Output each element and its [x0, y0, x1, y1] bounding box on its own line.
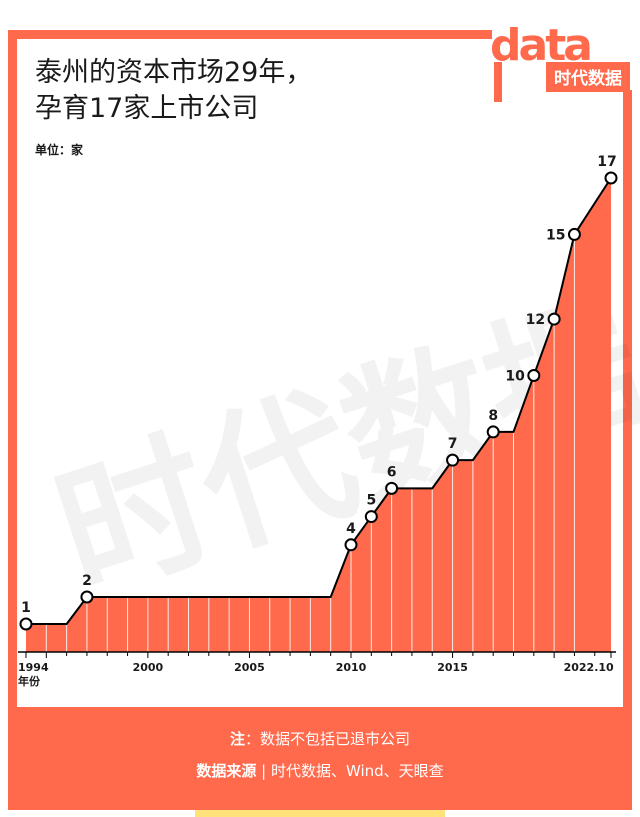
data-point: [527, 369, 541, 382]
data-label: 7: [448, 436, 458, 452]
series-line: [26, 177, 612, 625]
x-axis-label: 年份: [18, 674, 41, 688]
data-label: 6: [387, 464, 397, 480]
x-tick-label: 1994: [18, 661, 49, 674]
data-point: [19, 617, 33, 631]
footnote-text: ：数据不包括已退市公司: [245, 730, 411, 748]
logo: data 时代数据: [490, 20, 630, 102]
footer-stripe: [195, 810, 445, 817]
data-source: 数据来源 | 时代数据、Wind、天眼查: [0, 760, 640, 781]
frame-left-border: [8, 30, 17, 730]
data-label: 1: [21, 600, 31, 616]
data-point: [604, 171, 618, 185]
data-point: [446, 453, 460, 467]
data-point: [364, 510, 378, 524]
frame-top-border: [8, 30, 492, 39]
frame-right-border: [623, 90, 632, 730]
data-point: [80, 590, 94, 604]
data-point: [344, 538, 358, 552]
footnote: 注：数据不包括已退市公司: [0, 728, 640, 749]
source-label: 数据来源: [196, 762, 257, 780]
data-label: 5: [366, 493, 376, 509]
data-label: 4: [346, 521, 356, 537]
data-label: 2: [82, 573, 92, 589]
source-text: 时代数据、Wind、天眼查: [270, 762, 444, 780]
chart-title: 泰州的资本市场29年， 孕育17家上市公司: [35, 57, 313, 124]
x-tick-label: 2015: [437, 661, 468, 674]
x-tick-label: 2022.10: [564, 661, 614, 674]
data-label: 12: [526, 312, 545, 328]
data-point: [547, 312, 561, 326]
logo-text-sub: 时代数据: [554, 68, 622, 89]
data-label: 15: [546, 227, 565, 243]
data-label: 8: [488, 408, 498, 424]
data-point: [385, 481, 399, 495]
x-tick-label: 2010: [336, 661, 367, 674]
source-separator: |: [256, 762, 271, 780]
unit-label: 单位：家: [35, 143, 84, 157]
x-tick-label: 2005: [234, 661, 265, 674]
data-label: 17: [597, 154, 616, 170]
data-point: [486, 425, 500, 439]
footer-panel: [8, 707, 632, 810]
x-tick-label: 2000: [133, 661, 164, 674]
data-label: 10: [505, 369, 525, 385]
data-point: [567, 227, 581, 241]
footnote-label: 注: [229, 730, 245, 748]
series-area: [26, 178, 611, 652]
